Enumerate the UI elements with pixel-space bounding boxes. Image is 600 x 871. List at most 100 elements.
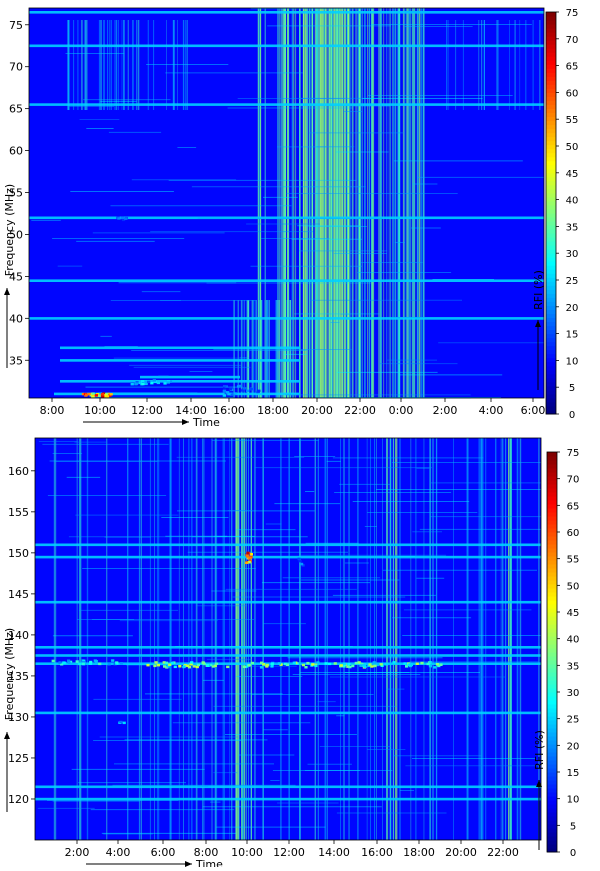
heatmap-cell bbox=[410, 438, 412, 840]
colorbar-swatch bbox=[546, 44, 556, 49]
heatmap-cell bbox=[123, 20, 125, 110]
heatmap-cell bbox=[37, 807, 95, 809]
heatmap-cell bbox=[418, 8, 419, 398]
heatmap-cell bbox=[216, 826, 326, 828]
heatmap-cell bbox=[293, 8, 295, 398]
heatmap-cell bbox=[428, 664, 432, 668]
heatmap-cell bbox=[299, 8, 301, 398]
heatmap-cell bbox=[197, 786, 209, 787]
heatmap-cell bbox=[165, 535, 228, 537]
heatmap-cell bbox=[77, 20, 79, 110]
heatmap-cell bbox=[111, 659, 115, 662]
heatmap-cell bbox=[224, 385, 228, 388]
heatmap-cell bbox=[121, 218, 126, 222]
heatmap-cell bbox=[309, 8, 311, 398]
colorbar-swatch bbox=[547, 476, 557, 481]
heatmap-cell bbox=[156, 663, 160, 667]
colorbar-swatch bbox=[546, 309, 556, 314]
heatmap-cell bbox=[480, 438, 482, 840]
heatmap-cell bbox=[265, 665, 269, 668]
heatmap-cell bbox=[206, 658, 252, 660]
heatmap-cell bbox=[429, 438, 431, 840]
colorbar-swatch bbox=[546, 401, 556, 407]
heatmap-cell bbox=[346, 8, 348, 398]
heatmap-cell bbox=[31, 219, 61, 221]
heatmap-cell bbox=[140, 375, 240, 379]
colorbar-swatch bbox=[546, 176, 556, 182]
heatmap-cell bbox=[359, 664, 363, 667]
heatmap-cell bbox=[176, 456, 305, 458]
heatmap-cell bbox=[299, 438, 301, 840]
heatmap-cell bbox=[107, 662, 111, 666]
y-tick-label: 55 bbox=[9, 187, 23, 200]
heatmap-cell bbox=[134, 382, 139, 385]
heatmap-cell bbox=[250, 661, 254, 665]
colorbar-swatch bbox=[547, 580, 557, 585]
colorbar-swatch bbox=[547, 584, 557, 589]
colorbar-swatch bbox=[546, 389, 556, 395]
heatmap-cell bbox=[242, 665, 246, 668]
heatmap-cell bbox=[370, 438, 371, 840]
heatmap-cell bbox=[408, 8, 410, 398]
heatmap-cell bbox=[363, 665, 367, 668]
heatmap-cell bbox=[78, 782, 186, 784]
colorbar-swatch bbox=[546, 192, 556, 198]
heatmap-cell bbox=[265, 663, 269, 667]
heatmap-cell bbox=[55, 438, 57, 840]
heatmap-cell bbox=[317, 438, 319, 840]
heatmap-cell bbox=[375, 44, 394, 46]
heatmap-cell bbox=[257, 389, 261, 392]
heatmap-cell bbox=[170, 661, 175, 665]
colorbar-tick-label: 25 bbox=[566, 276, 579, 287]
y-axis-label: Frequency (MHz) bbox=[3, 184, 16, 276]
heatmap-cell bbox=[213, 664, 217, 668]
heatmap-cell bbox=[364, 8, 365, 398]
heatmap-cell bbox=[413, 8, 415, 398]
colorbar-swatch bbox=[546, 60, 556, 65]
heatmap-cell bbox=[481, 20, 483, 110]
colorbar-swatch bbox=[547, 840, 557, 845]
colorbar-swatch bbox=[547, 560, 557, 565]
heatmap-cell bbox=[85, 656, 236, 657]
colorbar-swatch bbox=[546, 393, 556, 399]
heatmap-cell bbox=[227, 510, 253, 511]
colorbar-tick-label: 35 bbox=[567, 661, 580, 672]
colorbar-swatch bbox=[546, 353, 556, 359]
heatmap-cell bbox=[209, 663, 213, 667]
heatmap-cell bbox=[60, 346, 300, 350]
heatmap-cell bbox=[410, 8, 411, 398]
heatmap-cell bbox=[389, 438, 391, 840]
heatmap-cells bbox=[35, 438, 541, 840]
heatmap-cell bbox=[405, 665, 409, 668]
heatmap-cell bbox=[29, 317, 544, 320]
colorbar-swatch bbox=[547, 740, 557, 745]
colorbar-swatch bbox=[547, 776, 557, 781]
colorbar-swatch bbox=[546, 24, 556, 29]
colorbar-swatch bbox=[547, 772, 557, 777]
y-axis-label: Frequency (MHz) bbox=[3, 628, 16, 720]
heatmap-cell bbox=[348, 665, 352, 669]
heatmap-cell bbox=[83, 99, 171, 101]
heatmap-cell bbox=[114, 763, 274, 765]
colorbar-swatch bbox=[547, 720, 557, 725]
colorbar-swatch bbox=[547, 836, 557, 841]
heatmap-cell bbox=[192, 665, 196, 668]
colorbar-swatch bbox=[546, 265, 556, 270]
heatmap-cell bbox=[360, 262, 423, 263]
heatmap-cell bbox=[358, 8, 360, 398]
y-tick-label: 70 bbox=[9, 61, 23, 74]
colorbar-swatch bbox=[546, 269, 556, 274]
colorbar-swatch bbox=[547, 608, 557, 613]
colorbar-swatch bbox=[546, 405, 556, 411]
heatmap-cell bbox=[389, 438, 392, 840]
colorbar-swatch bbox=[547, 752, 557, 757]
heatmap-cell bbox=[432, 438, 434, 840]
heatmap-cell bbox=[107, 20, 108, 110]
heatmap-cell bbox=[141, 382, 145, 386]
colorbar-swatch bbox=[546, 36, 556, 41]
heatmap-cell bbox=[409, 662, 413, 666]
heatmap-cell bbox=[229, 386, 233, 389]
heatmap-cell bbox=[124, 739, 268, 741]
heatmap-cell bbox=[202, 806, 382, 808]
heatmap-cell bbox=[466, 438, 468, 840]
